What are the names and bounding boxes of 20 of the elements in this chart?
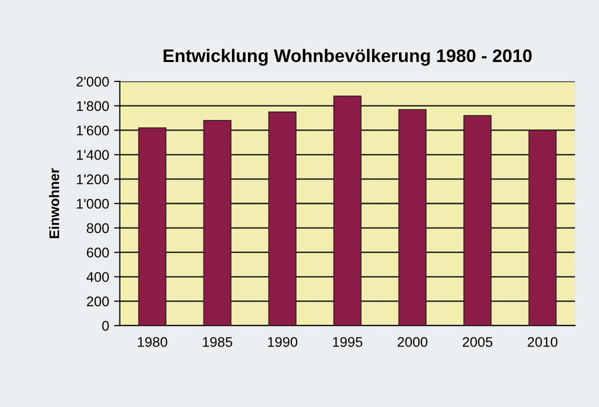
y-tick-label: 200: [86, 296, 109, 306]
chart-title: Entwicklung Wohnbevölkerung 1980 - 2010: [164, 48, 532, 66]
y-tick-label: 600: [86, 248, 109, 258]
x-tick-label: 2010: [528, 337, 558, 347]
y-tick-label: 0: [102, 320, 109, 331]
x-tick-label: 1985: [202, 337, 232, 347]
y-tick-label: 1'200: [76, 174, 109, 184]
y-tick-label: 400: [86, 272, 109, 282]
y-tick-label: 1'000: [76, 198, 109, 209]
x-tick-label: 1990: [268, 337, 298, 347]
y-tick-label: 1'600: [76, 126, 109, 136]
y-axis-title: Einwohner: [49, 168, 60, 238]
x-tick-label: 1980: [138, 337, 168, 347]
y-tick-label: 1'400: [76, 150, 109, 160]
x-tick-label: 2005: [462, 337, 492, 347]
y-tick-label: 800: [86, 223, 109, 234]
y-tick-label: 2'000: [76, 76, 109, 87]
x-tick-label: 2000: [398, 337, 428, 347]
x-tick-label: 1995: [333, 337, 362, 347]
y-tick-label: 1'800: [76, 101, 109, 111]
